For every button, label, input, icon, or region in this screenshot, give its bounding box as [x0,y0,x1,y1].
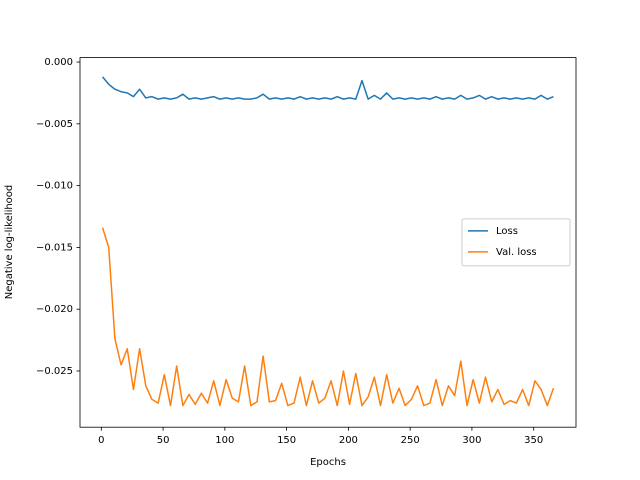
legend-box [461,218,571,267]
y-tick-label: −0.020 [36,304,73,315]
legend-label: Val. loss [496,247,537,258]
x-tick-label: 300 [462,435,481,446]
y-tick-label: 0.000 [44,57,73,68]
line-series [101,227,555,407]
x-tick-label: 0 [98,435,104,446]
y-tick-label: −0.015 [36,242,73,253]
x-tick-label: 350 [524,435,543,446]
x-tick-label: 150 [277,435,296,446]
y-tick-label: −0.010 [36,181,73,192]
x-tick-label: 50 [157,435,170,446]
legend-label: Loss [496,226,518,237]
x-tick-label: 250 [401,435,420,446]
y-tick-label: −0.025 [36,366,73,377]
x-tick-label: 200 [339,435,358,446]
plot-frame [79,57,577,428]
y-tick-label: −0.005 [36,119,73,130]
x-axis-label: Epochs [310,457,346,468]
x-tick-label: 100 [215,435,234,446]
y-axis-label: Negative log-likelihood [4,185,15,300]
line-series [101,76,554,100]
